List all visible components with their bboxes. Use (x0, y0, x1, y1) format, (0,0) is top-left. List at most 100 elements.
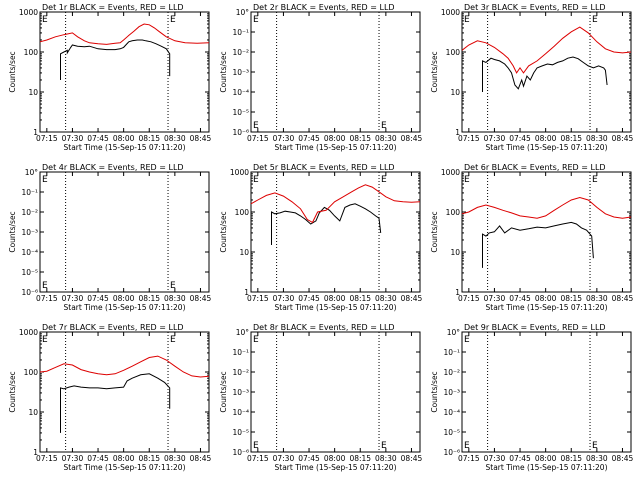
x-tick-label: 07:15 (36, 134, 58, 143)
x-tick-label: 07:45 (87, 454, 109, 463)
panel-title: Det 2r BLACK = Events, RED = LLD (253, 3, 395, 12)
event-mark-1: E (42, 335, 48, 345)
event-mark-1: E (253, 15, 259, 25)
y-tick-label: 10⁻⁶ (232, 128, 249, 137)
panel-det-6: Det 6r BLACK = Events, RED = LLD 07:15 07:… (430, 163, 633, 312)
event-mark-2: E (592, 175, 598, 185)
x-tick-label: 08:00 (535, 454, 557, 463)
panel-title: Det 5r BLACK = Events, RED = LLD (253, 163, 395, 172)
y-tick-label: 100 (24, 48, 39, 57)
x-tick-label: 07:45 (298, 454, 320, 463)
event-mark-1: E (464, 335, 470, 345)
event-mark-2: E (170, 15, 176, 25)
y-tick-label: 1 (33, 448, 38, 457)
x-tick-label: 08:15 (560, 294, 582, 303)
panel-det-2: Det 2r BLACK = Events, RED = LLD 07:15 07:… (219, 3, 422, 152)
y-tick-label: 1000 (441, 168, 460, 177)
x-tick-label: 07:15 (247, 294, 269, 303)
x-tick-label: 07:45 (87, 294, 109, 303)
y-tick-label: 10⁻² (232, 48, 249, 57)
panel-det-3: Det 3r BLACK = Events, RED = LLD 07:15 07:… (430, 3, 633, 152)
y-tick-label: 1 (33, 128, 38, 137)
x-axis-label: Start Time (15-Sep-15 07:11:20) (486, 143, 608, 152)
x-tick-label: 07:30 (62, 134, 84, 143)
y-tick-label: 1 (455, 288, 460, 297)
y-tick-label: 10° (236, 328, 250, 337)
y-tick-label: 1000 (230, 168, 249, 177)
panel-det-8: Det 8r BLACK = Events, RED = LLD 07:15 07:… (219, 323, 422, 472)
y-tick-label: 10⁻⁵ (443, 428, 460, 437)
panel-det-7: Det 7r BLACK = Events, RED = LLD 07:15 07:… (8, 323, 211, 472)
x-tick-label: 07:30 (62, 294, 84, 303)
lld-series-line (39, 355, 210, 378)
panel-det-4: Det 4r BLACK = Events, RED = LLD 07:15 07:… (8, 163, 211, 312)
x-tick-label: 07:30 (273, 294, 295, 303)
y-tick-label: 10⁻¹ (232, 28, 249, 37)
x-tick-label: 07:45 (509, 454, 531, 463)
lld-series-line (250, 184, 421, 224)
y-tick-label: 10 (28, 88, 38, 97)
y-tick-label: 1000 (19, 8, 38, 17)
plot-frame (250, 171, 421, 293)
event-mark-2: E (170, 335, 176, 345)
y-axis-label: Counts/sec (219, 211, 228, 252)
y-tick-label: 10⁻⁴ (21, 248, 38, 257)
y-tick-label: 10⁻⁶ (232, 448, 249, 457)
x-tick-label: 08:00 (113, 294, 135, 303)
y-tick-label: 10 (450, 88, 460, 97)
y-tick-label: 1 (455, 128, 460, 137)
event-mark-2: E (170, 281, 176, 291)
y-axis-label: Counts/sec (430, 371, 439, 412)
panel-title: Det 1r BLACK = Events, RED = LLD (42, 3, 184, 12)
x-tick-label: 07:45 (509, 294, 531, 303)
x-tick-label: 07:15 (247, 134, 269, 143)
event-mark-bottom: E (253, 441, 259, 451)
y-axis-label: Counts/sec (430, 211, 439, 252)
events-series-line (482, 56, 608, 92)
x-tick-label: 08:15 (560, 134, 582, 143)
y-tick-label: 10⁻³ (443, 388, 460, 397)
event-mark-1: E (253, 175, 259, 185)
y-axis-label: Counts/sec (430, 51, 439, 92)
x-tick-label: 08:30 (164, 134, 186, 143)
y-tick-label: 10° (236, 8, 250, 17)
event-mark-1: E (42, 15, 48, 25)
x-tick-label: 08:45 (401, 294, 423, 303)
x-axis-label: Start Time (15-Sep-15 07:11:20) (275, 303, 397, 312)
y-tick-label: 10⁻³ (232, 388, 249, 397)
x-tick-label: 07:45 (298, 134, 320, 143)
x-tick-label: 08:30 (164, 294, 186, 303)
y-tick-label: 10⁻³ (21, 228, 38, 237)
x-tick-label: 07:15 (458, 134, 480, 143)
x-tick-label: 08:00 (535, 294, 557, 303)
y-tick-label: 100 (446, 48, 461, 57)
y-axis-label: Counts/sec (219, 371, 228, 412)
x-tick-label: 08:45 (401, 134, 423, 143)
x-tick-label: 08:30 (375, 294, 397, 303)
y-tick-label: 1 (244, 288, 249, 297)
x-tick-label: 08:45 (401, 454, 423, 463)
event-mark-1: E (42, 175, 48, 185)
x-tick-label: 08:15 (560, 454, 582, 463)
x-tick-label: 07:15 (458, 454, 480, 463)
x-tick-label: 08:00 (324, 294, 346, 303)
x-tick-label: 08:30 (375, 134, 397, 143)
x-tick-label: 07:30 (484, 134, 506, 143)
panel-det-9: Det 9r BLACK = Events, RED = LLD 07:15 07:… (430, 323, 633, 472)
event-mark-bottom: E (464, 441, 470, 451)
event-mark-1: E (464, 15, 470, 25)
y-tick-label: 10⁻² (443, 368, 460, 377)
y-axis-label: Counts/sec (219, 51, 228, 92)
lld-series-line (461, 196, 632, 219)
x-tick-label: 07:15 (247, 454, 269, 463)
x-tick-label: 07:15 (458, 294, 480, 303)
x-tick-label: 08:45 (612, 134, 634, 143)
events-series-line (482, 221, 594, 268)
y-tick-label: 10⁻⁴ (232, 408, 249, 417)
y-tick-label: 10⁻⁵ (232, 428, 249, 437)
y-tick-label: 1000 (441, 8, 460, 17)
events-series-line (60, 373, 171, 433)
y-tick-label: 10⁻³ (232, 68, 249, 77)
panel-det-1: Det 1r BLACK = Events, RED = LLD 07:15 07:… (8, 3, 211, 152)
